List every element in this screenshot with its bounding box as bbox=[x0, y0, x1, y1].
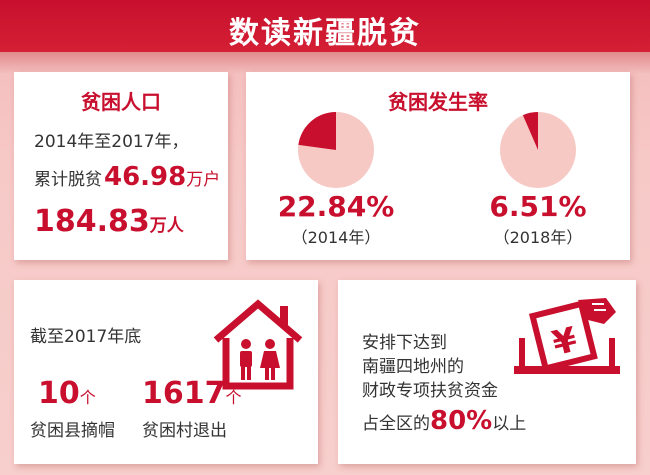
households-line: 累计脱贫46.98万户 bbox=[34, 162, 220, 192]
rate-2014-value: 22.84% bbox=[277, 190, 395, 223]
pie-2018-slice bbox=[522, 112, 538, 150]
village-caption: 贫困村退出 bbox=[142, 421, 227, 441]
poverty-population-panel: 贫困人口 2014年至2017年， 累计脱贫46.98万户 184.83万人 bbox=[14, 72, 228, 260]
funds-panel: 安排下达到 南疆四地州的 财政专项扶贫资金 占全区的80%以上 ¥ bbox=[338, 280, 636, 464]
funds-share-value: 80% bbox=[430, 406, 493, 436]
people-value: 184.83 bbox=[34, 204, 150, 239]
pie-2018 bbox=[500, 112, 576, 188]
funds-line-1: 安排下达到 bbox=[362, 333, 447, 353]
village-value: 1617 bbox=[142, 376, 226, 411]
households-prefix: 累计脱贫 bbox=[34, 170, 102, 190]
people-line: 184.83万人 bbox=[34, 204, 184, 239]
county-caption: 贫困县摘帽 bbox=[30, 421, 115, 441]
counties-panel: 截至2017年底 10个 1617个 贫困县摘帽 贫困村退出 bbox=[14, 280, 318, 464]
county-unit: 个 bbox=[79, 388, 96, 407]
rate-2018-year: （2018年） bbox=[493, 228, 583, 247]
title-band-shadow bbox=[0, 52, 650, 74]
page-title: 数读新疆脱贫 bbox=[229, 16, 421, 51]
village-unit: 个 bbox=[225, 388, 242, 407]
funds-line-3: 财政专项扶贫资金 bbox=[362, 381, 498, 401]
yuan-hand-icon: ¥ bbox=[514, 298, 620, 374]
rate-2018-value: 6.51% bbox=[489, 190, 587, 223]
rate-2014-year: （2014年） bbox=[291, 228, 381, 247]
poverty-rate-heading: 贫困发生率 bbox=[388, 90, 488, 114]
funds-line-4: 占全区的80%以上 bbox=[362, 406, 526, 436]
house-family-icon bbox=[213, 299, 303, 390]
pie-2014-slice bbox=[298, 112, 336, 150]
pie-2014 bbox=[298, 112, 374, 188]
period-text: 2014年至2017年， bbox=[34, 132, 189, 152]
funds-share-suffix: 以上 bbox=[492, 414, 527, 434]
county-count: 10个 bbox=[38, 376, 96, 411]
poverty-population-heading: 贫困人口 bbox=[81, 90, 161, 114]
funds-share-prefix: 占全区的 bbox=[362, 414, 430, 434]
households-value: 46.98 bbox=[104, 162, 187, 192]
as-of-text: 截至2017年底 bbox=[30, 327, 142, 347]
funds-line-2: 南疆四地州的 bbox=[362, 357, 464, 377]
title-band bbox=[0, 0, 650, 52]
village-count: 1617个 bbox=[142, 376, 242, 411]
people-unit: 万人 bbox=[149, 216, 184, 236]
poverty-rate-panel: 贫困发生率 22.84% （2014年） 6.51% （2018年） bbox=[246, 72, 630, 260]
households-unit: 万户 bbox=[186, 170, 221, 190]
county-value: 10 bbox=[38, 376, 80, 411]
